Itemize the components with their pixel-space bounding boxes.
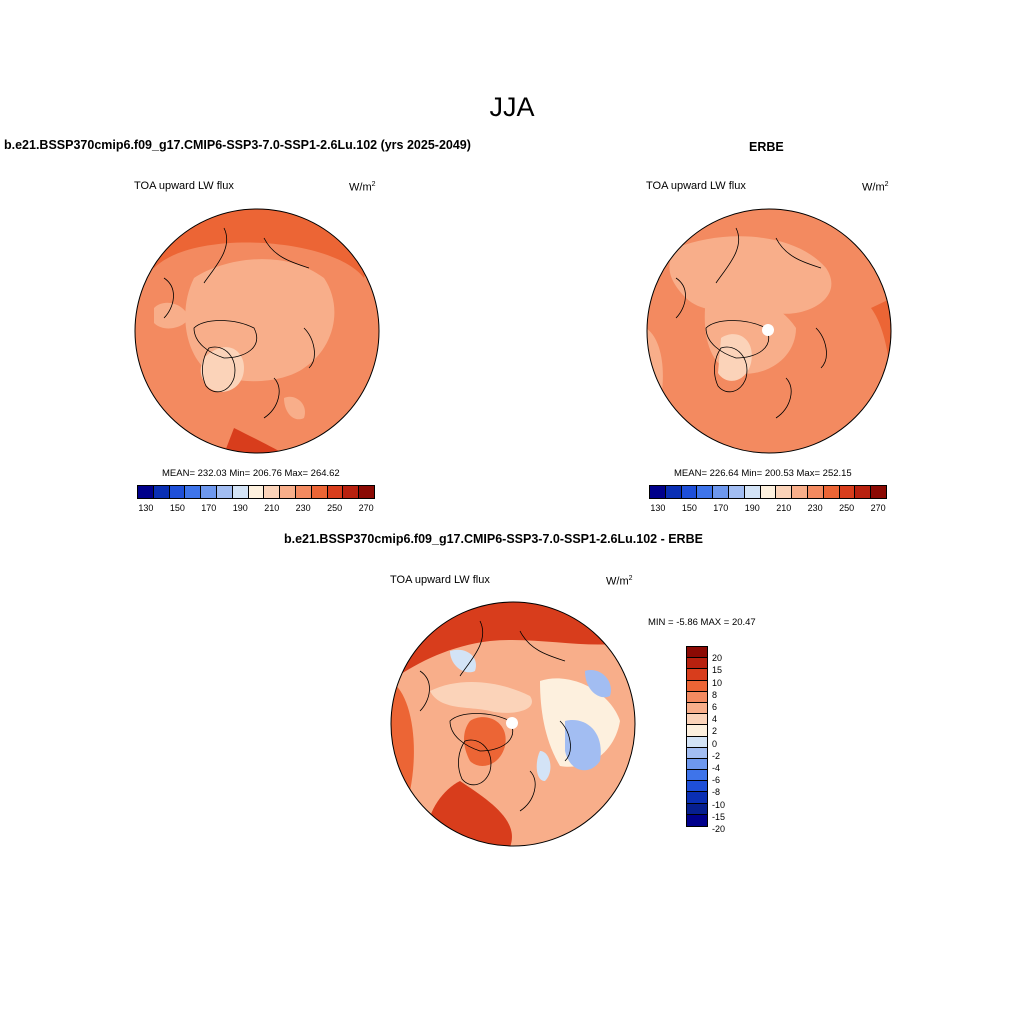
diff-stats: MIN = -5.86 MAX = 20.47 [648,617,756,628]
colorbar-swatch [687,814,707,826]
colorbar-swatch [687,736,707,748]
colorbar-tick-label: 4 [712,714,718,725]
colorbar-tick-label: 270 [358,503,374,513]
colorbar-tick-label: 8 [712,689,718,700]
colorbar-swatch [855,486,872,498]
colorbar-tick-label: 250 [839,503,855,513]
colorbar-tick-label: 0 [712,738,718,749]
obs-stats: MEAN= 226.64 Min= 200.53 Max= 252.15 [674,468,852,479]
colorbar-swatch [687,747,707,759]
colorbar-tick-label: 230 [807,503,823,513]
colorbar-swatch [280,486,296,498]
colorbar-swatch [327,486,344,498]
figure-title: JJA [489,92,535,122]
colorbar-tick-label: 210 [264,503,280,513]
obs-polar-map [646,208,892,454]
colorbar-swatch [792,486,808,498]
colorbar-tick-label: 250 [327,503,343,513]
model-case-title: b.e21.BSSP370cmip6.f09_g17.CMIP6-SSP3-7.… [4,138,471,152]
colorbar-tick-label: 2 [712,726,718,737]
colorbar-swatch [359,486,374,498]
colorbar-swatch [687,658,707,670]
colorbar-tick-label: 150 [169,503,185,513]
colorbar-swatch [871,486,886,498]
colorbar-tick-label: -15 [712,811,726,822]
colorbar-swatch [687,647,707,659]
colorbar-tick-label: 170 [713,503,729,513]
colorbar-tick-label: -10 [712,799,726,810]
diff-variable-label: TOA upward LW flux [390,574,490,586]
colorbar-swatch [681,486,698,498]
colorbar-swatch [169,486,186,498]
obs-colorbar-ticks: 130 150 170 190 210 230 250 270 [649,503,887,515]
colorbar-swatch [201,486,217,498]
colorbar-tick-label: 150 [681,503,697,513]
colorbar-swatch [343,486,360,498]
colorbar-tick-label: 20 [712,653,723,664]
colorbar-swatch [687,714,707,726]
colorbar-tick-label: -6 [712,775,721,786]
colorbar-tick-label: -20 [712,824,726,834]
diff-colorbar-ticks: 20 15 10 8 6 4 2 0 -2 -4 -6 -8 -10 -15 -20 [712,646,742,834]
colorbar-tick-label: -4 [712,763,721,773]
colorbar-tick-label: -2 [712,750,721,761]
colorbar-swatch [713,486,729,498]
colorbar-swatch [687,669,707,681]
colorbar-swatch [839,486,856,498]
model-colorbar-ticks: 130 150 170 190 210 230 250 270 [137,503,375,515]
colorbar-swatch [687,691,707,703]
colorbar-swatch [264,486,281,498]
colorbar-swatch [232,486,249,498]
colorbar-swatch [776,486,793,498]
colorbar-tick-label: 6 [712,702,718,712]
colorbar-swatch [687,803,707,815]
colorbar-swatch [185,486,202,498]
colorbar-tick-label: 10 [712,677,723,688]
diff-colorbar [686,646,708,827]
colorbar-tick-label: -8 [712,787,721,798]
colorbar-swatch [248,486,265,498]
model-polar-map [134,208,380,454]
colorbar-tick-label: 130 [650,503,666,513]
colorbar-swatch [311,486,328,498]
colorbar-swatch [153,486,170,498]
colorbar-swatch [687,770,707,782]
colorbar-swatch [697,486,714,498]
colorbar-swatch [687,792,707,804]
colorbar-swatch [760,486,777,498]
colorbar-tick-label: 15 [712,665,723,676]
model-colorbar [137,485,375,499]
colorbar-tick-label: 130 [138,503,154,513]
colorbar-swatch [687,758,707,771]
obs-variable-label: TOA upward LW flux [646,180,746,192]
colorbar-swatch [728,486,745,498]
colorbar-swatch [687,725,707,737]
model-units-label: W/m2 [349,181,376,194]
colorbar-tick-label: 170 [201,503,217,513]
colorbar-swatch [744,486,761,498]
colorbar-tick-label: 270 [870,503,886,513]
model-stats: MEAN= 232.03 Min= 206.76 Max= 264.62 [162,468,340,479]
colorbar-tick-label: 210 [776,503,792,513]
obs-case-title: ERBE [749,140,784,154]
colorbar-swatch [665,486,682,498]
colorbar-swatch [650,486,666,498]
colorbar-tick-label: 190 [232,503,248,513]
colorbar-swatch [687,781,707,793]
obs-units-label: W/m2 [862,181,889,194]
diff-polar-map [390,601,636,847]
colorbar-swatch [807,486,824,498]
diff-units-label: W/m2 [606,575,633,588]
diff-case-title: b.e21.BSSP370cmip6.f09_g17.CMIP6-SSP3-7.… [284,532,703,546]
colorbar-swatch [687,702,707,715]
colorbar-swatch [138,486,154,498]
colorbar-swatch [216,486,233,498]
colorbar-swatch [687,680,707,692]
model-variable-label: TOA upward LW flux [134,180,234,192]
colorbar-tick-label: 190 [744,503,760,513]
colorbar-tick-label: 230 [295,503,311,513]
colorbar-swatch [295,486,312,498]
colorbar-swatch [823,486,840,498]
obs-colorbar [649,485,887,499]
